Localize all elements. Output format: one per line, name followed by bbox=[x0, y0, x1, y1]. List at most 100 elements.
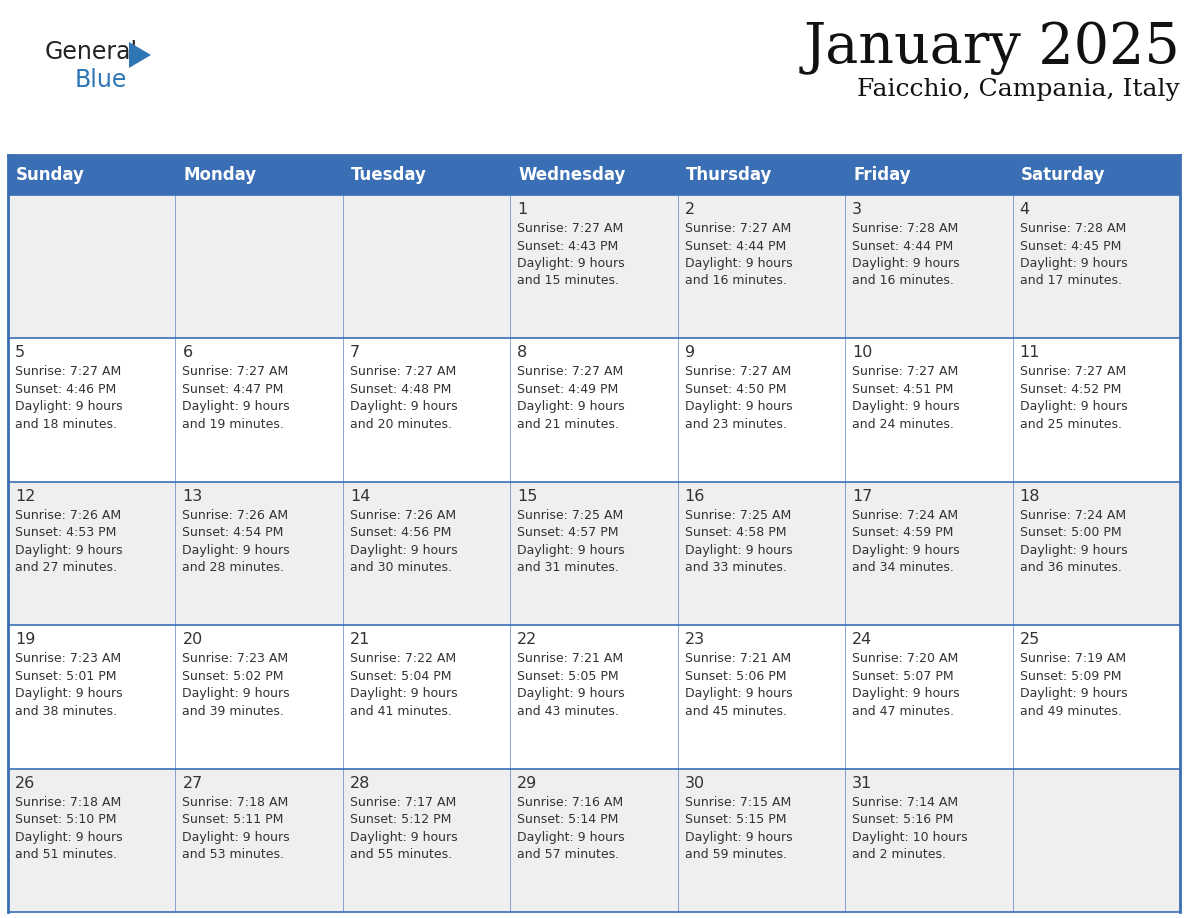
Text: 31: 31 bbox=[852, 776, 872, 790]
Text: and 45 minutes.: and 45 minutes. bbox=[684, 705, 786, 718]
Text: Daylight: 9 hours: Daylight: 9 hours bbox=[684, 400, 792, 413]
Text: 8: 8 bbox=[517, 345, 527, 361]
Text: Sunset: 5:05 PM: Sunset: 5:05 PM bbox=[517, 670, 619, 683]
Text: 29: 29 bbox=[517, 776, 537, 790]
Text: Daylight: 9 hours: Daylight: 9 hours bbox=[183, 831, 290, 844]
Bar bbox=[8, 768, 1180, 912]
Text: Sunrise: 7:27 AM: Sunrise: 7:27 AM bbox=[852, 365, 959, 378]
Text: 18: 18 bbox=[1019, 488, 1040, 504]
Text: Sunset: 4:52 PM: Sunset: 4:52 PM bbox=[1019, 383, 1121, 396]
Text: 17: 17 bbox=[852, 488, 872, 504]
Text: Daylight: 9 hours: Daylight: 9 hours bbox=[517, 257, 625, 270]
Text: and 28 minutes.: and 28 minutes. bbox=[183, 561, 284, 575]
Text: 24: 24 bbox=[852, 633, 872, 647]
Text: 5: 5 bbox=[15, 345, 25, 361]
Text: and 39 minutes.: and 39 minutes. bbox=[183, 705, 284, 718]
Text: Sunset: 4:47 PM: Sunset: 4:47 PM bbox=[183, 383, 284, 396]
Text: and 19 minutes.: and 19 minutes. bbox=[183, 418, 284, 431]
Text: Sunrise: 7:27 AM: Sunrise: 7:27 AM bbox=[1019, 365, 1126, 378]
Text: and 16 minutes.: and 16 minutes. bbox=[684, 274, 786, 287]
Text: Daylight: 9 hours: Daylight: 9 hours bbox=[517, 400, 625, 413]
Text: Daylight: 10 hours: Daylight: 10 hours bbox=[852, 831, 968, 844]
Text: and 55 minutes.: and 55 minutes. bbox=[349, 848, 451, 861]
Text: Daylight: 9 hours: Daylight: 9 hours bbox=[183, 543, 290, 557]
Text: Sunset: 5:12 PM: Sunset: 5:12 PM bbox=[349, 813, 451, 826]
Text: Sunset: 5:04 PM: Sunset: 5:04 PM bbox=[349, 670, 451, 683]
Text: Daylight: 9 hours: Daylight: 9 hours bbox=[183, 400, 290, 413]
Text: 14: 14 bbox=[349, 488, 371, 504]
Text: Sunrise: 7:18 AM: Sunrise: 7:18 AM bbox=[15, 796, 121, 809]
Text: Daylight: 9 hours: Daylight: 9 hours bbox=[1019, 688, 1127, 700]
Text: Daylight: 9 hours: Daylight: 9 hours bbox=[15, 543, 122, 557]
Text: 28: 28 bbox=[349, 776, 371, 790]
Polygon shape bbox=[129, 42, 151, 68]
Text: Sunset: 4:45 PM: Sunset: 4:45 PM bbox=[1019, 240, 1121, 252]
Text: Daylight: 9 hours: Daylight: 9 hours bbox=[517, 688, 625, 700]
Text: Sunset: 4:44 PM: Sunset: 4:44 PM bbox=[684, 240, 786, 252]
Text: Sunset: 4:51 PM: Sunset: 4:51 PM bbox=[852, 383, 954, 396]
Text: and 2 minutes.: and 2 minutes. bbox=[852, 848, 946, 861]
Text: 13: 13 bbox=[183, 488, 203, 504]
Text: Sunset: 5:06 PM: Sunset: 5:06 PM bbox=[684, 670, 786, 683]
Text: 11: 11 bbox=[1019, 345, 1040, 361]
Text: and 47 minutes.: and 47 minutes. bbox=[852, 705, 954, 718]
Text: Sunrise: 7:19 AM: Sunrise: 7:19 AM bbox=[1019, 652, 1126, 666]
Text: Sunrise: 7:27 AM: Sunrise: 7:27 AM bbox=[517, 222, 624, 235]
Text: Sunrise: 7:14 AM: Sunrise: 7:14 AM bbox=[852, 796, 959, 809]
Text: Sunset: 5:09 PM: Sunset: 5:09 PM bbox=[1019, 670, 1121, 683]
Text: Sunset: 4:43 PM: Sunset: 4:43 PM bbox=[517, 240, 619, 252]
Text: Sunrise: 7:28 AM: Sunrise: 7:28 AM bbox=[852, 222, 959, 235]
Text: and 25 minutes.: and 25 minutes. bbox=[1019, 418, 1121, 431]
Text: and 17 minutes.: and 17 minutes. bbox=[1019, 274, 1121, 287]
Bar bbox=[8, 339, 1180, 482]
Text: and 43 minutes.: and 43 minutes. bbox=[517, 705, 619, 718]
Text: and 18 minutes.: and 18 minutes. bbox=[15, 418, 116, 431]
Bar bbox=[8, 155, 1180, 195]
Text: 2: 2 bbox=[684, 202, 695, 217]
Text: Sunrise: 7:22 AM: Sunrise: 7:22 AM bbox=[349, 652, 456, 666]
Text: 15: 15 bbox=[517, 488, 538, 504]
Text: Sunrise: 7:24 AM: Sunrise: 7:24 AM bbox=[852, 509, 959, 521]
Text: 21: 21 bbox=[349, 633, 371, 647]
Text: Daylight: 9 hours: Daylight: 9 hours bbox=[684, 688, 792, 700]
Text: and 34 minutes.: and 34 minutes. bbox=[852, 561, 954, 575]
Text: and 33 minutes.: and 33 minutes. bbox=[684, 561, 786, 575]
Text: and 59 minutes.: and 59 minutes. bbox=[684, 848, 786, 861]
Text: Sunday: Sunday bbox=[15, 166, 84, 184]
Text: Sunset: 4:54 PM: Sunset: 4:54 PM bbox=[183, 526, 284, 539]
Text: Sunset: 5:11 PM: Sunset: 5:11 PM bbox=[183, 813, 284, 826]
Text: Sunset: 4:44 PM: Sunset: 4:44 PM bbox=[852, 240, 954, 252]
Text: and 31 minutes.: and 31 minutes. bbox=[517, 561, 619, 575]
Text: and 23 minutes.: and 23 minutes. bbox=[684, 418, 786, 431]
Text: Daylight: 9 hours: Daylight: 9 hours bbox=[15, 400, 122, 413]
Text: 19: 19 bbox=[15, 633, 36, 647]
Text: Daylight: 9 hours: Daylight: 9 hours bbox=[684, 257, 792, 270]
Text: and 15 minutes.: and 15 minutes. bbox=[517, 274, 619, 287]
Text: Sunrise: 7:26 AM: Sunrise: 7:26 AM bbox=[183, 509, 289, 521]
Text: Sunrise: 7:27 AM: Sunrise: 7:27 AM bbox=[349, 365, 456, 378]
Text: and 57 minutes.: and 57 minutes. bbox=[517, 848, 619, 861]
Text: Daylight: 9 hours: Daylight: 9 hours bbox=[684, 543, 792, 557]
Text: Daylight: 9 hours: Daylight: 9 hours bbox=[852, 543, 960, 557]
Text: Sunrise: 7:23 AM: Sunrise: 7:23 AM bbox=[183, 652, 289, 666]
Text: Thursday: Thursday bbox=[685, 166, 772, 184]
Text: Sunrise: 7:21 AM: Sunrise: 7:21 AM bbox=[517, 652, 624, 666]
Text: Sunrise: 7:23 AM: Sunrise: 7:23 AM bbox=[15, 652, 121, 666]
Text: Sunset: 5:07 PM: Sunset: 5:07 PM bbox=[852, 670, 954, 683]
Text: and 49 minutes.: and 49 minutes. bbox=[1019, 705, 1121, 718]
Text: and 21 minutes.: and 21 minutes. bbox=[517, 418, 619, 431]
Text: Sunset: 4:50 PM: Sunset: 4:50 PM bbox=[684, 383, 786, 396]
Text: 4: 4 bbox=[1019, 202, 1030, 217]
Text: Daylight: 9 hours: Daylight: 9 hours bbox=[349, 400, 457, 413]
Text: Sunset: 4:48 PM: Sunset: 4:48 PM bbox=[349, 383, 451, 396]
Text: Sunrise: 7:17 AM: Sunrise: 7:17 AM bbox=[349, 796, 456, 809]
Text: Friday: Friday bbox=[853, 166, 911, 184]
Text: Sunrise: 7:26 AM: Sunrise: 7:26 AM bbox=[15, 509, 121, 521]
Text: Daylight: 9 hours: Daylight: 9 hours bbox=[852, 400, 960, 413]
Text: Sunset: 4:49 PM: Sunset: 4:49 PM bbox=[517, 383, 619, 396]
Text: and 36 minutes.: and 36 minutes. bbox=[1019, 561, 1121, 575]
Text: 26: 26 bbox=[15, 776, 36, 790]
Text: and 38 minutes.: and 38 minutes. bbox=[15, 705, 116, 718]
Text: Daylight: 9 hours: Daylight: 9 hours bbox=[684, 831, 792, 844]
Text: 16: 16 bbox=[684, 488, 706, 504]
